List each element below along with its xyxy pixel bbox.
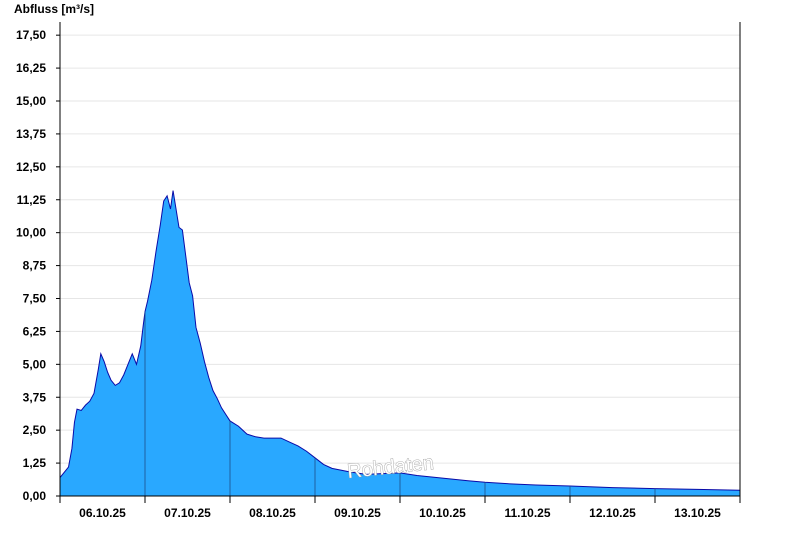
x-tick-label: 06.10.25 (79, 506, 126, 520)
y-ticks: 0,00 1,25 2,50 3,75 5,00 6,25 7,50 8,75 10,00 11,… (16, 28, 60, 503)
y-tick-label: 3,75 (23, 390, 47, 404)
y-tick-label: 7,50 (23, 292, 47, 306)
y-tick-label: 13,75 (16, 127, 46, 141)
x-tick-label: 10.10.25 (419, 506, 466, 520)
y-tick-label: 5,00 (23, 357, 47, 371)
y-tick-label: 10,00 (16, 226, 46, 240)
x-tick-label: 11.10.25 (504, 506, 550, 520)
y-tick-label: 1,25 (23, 456, 47, 470)
discharge-line (59, 190, 741, 491)
x-tick-label: 13.10.25 (674, 506, 721, 520)
y-tick-label: 12,50 (16, 160, 46, 174)
y-tick-label: 6,25 (23, 324, 47, 338)
x-tick-label: 08.10.25 (249, 506, 296, 520)
y-tick-label: 2,50 (23, 423, 47, 437)
y-tick-label: 0,00 (23, 489, 47, 503)
x-tick-label: 12.10.25 (589, 506, 636, 520)
y-tick-label: 11,25 (17, 193, 47, 207)
x-tick-label: 07.10.25 (164, 506, 211, 520)
y-tick-label: 16,25 (16, 61, 46, 75)
y-tick-label: 15,00 (16, 94, 46, 108)
plot-area (59, 190, 741, 496)
y-tick-label: 8,75 (23, 259, 47, 273)
x-ticks: 06.10.25 07.10.25 08.10.25 09.10.25 10.10.25… (59, 496, 741, 520)
y-tick-label: 17,50 (16, 28, 46, 42)
x-tick-label: 09.10.25 (334, 506, 381, 520)
y-axis-title: Abfluss [m³/s] (14, 2, 94, 16)
discharge-area (60, 190, 740, 496)
